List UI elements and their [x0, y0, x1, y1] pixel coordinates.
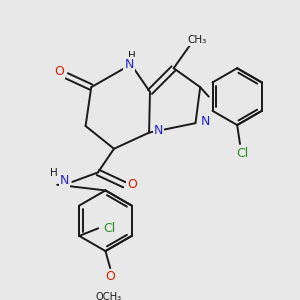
- Text: N: N: [124, 58, 134, 71]
- Text: O: O: [105, 270, 115, 283]
- Text: N: N: [200, 115, 210, 128]
- Text: O: O: [127, 178, 137, 191]
- Text: N: N: [154, 124, 163, 137]
- Text: H: H: [50, 168, 58, 178]
- Text: CH₃: CH₃: [188, 35, 207, 45]
- Text: N: N: [60, 175, 69, 188]
- Text: Cl: Cl: [103, 222, 116, 235]
- Text: Cl: Cl: [236, 147, 248, 160]
- Text: O: O: [54, 64, 64, 78]
- Text: H: H: [128, 51, 136, 61]
- Text: OCH₃: OCH₃: [95, 292, 122, 300]
